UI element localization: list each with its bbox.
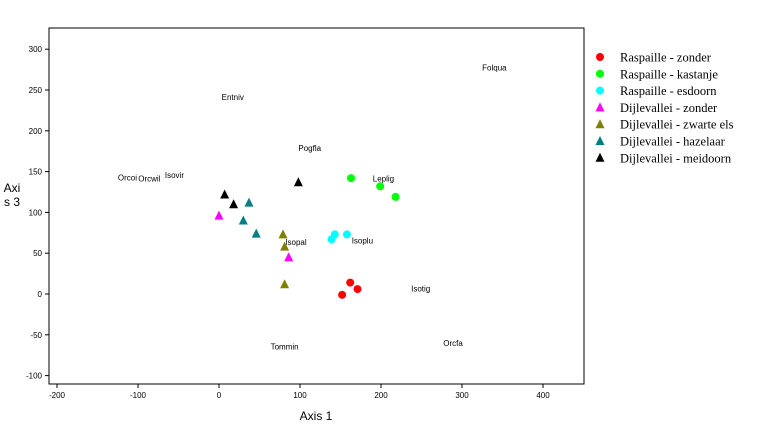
y-tick-label: 100 xyxy=(29,208,43,217)
y-tick-label: -100 xyxy=(26,372,43,381)
species-label: Orcwil xyxy=(138,174,160,183)
x-tick-label: 400 xyxy=(536,391,550,400)
data-point xyxy=(244,197,254,207)
y-tick-label: 0 xyxy=(38,290,43,299)
data-point xyxy=(278,229,288,239)
x-tick-label: -100 xyxy=(130,391,147,400)
species-labels: Folqua Entniv Pogfla Orcoi Orcwil Isovir Lepli… xyxy=(118,63,507,351)
data-point xyxy=(347,174,356,183)
legend-entry-label: Dijlevallei - meidoorn xyxy=(620,151,732,165)
plot-frame xyxy=(48,27,585,385)
legend-entry-label: Raspaille - kastanje xyxy=(620,67,718,81)
legend-marker xyxy=(596,53,604,61)
x-tick-label: 200 xyxy=(374,391,388,400)
x-tick-label: -200 xyxy=(49,391,66,400)
species-label: Isovir xyxy=(165,171,184,180)
data-point xyxy=(293,177,303,187)
x-tick-label: 300 xyxy=(455,391,469,400)
legend-marker xyxy=(596,69,604,78)
species-label: Leplig xyxy=(373,174,394,183)
data-point xyxy=(214,210,224,220)
y-tick-label: -50 xyxy=(30,331,42,340)
data-point xyxy=(220,189,230,199)
data-points xyxy=(214,174,400,299)
y-axis-ticks: -100 -50 0 50 100 150 200 250 300 xyxy=(26,45,49,381)
y-tick-label: 150 xyxy=(29,168,43,177)
y-tick-label: 300 xyxy=(29,45,43,54)
data-point xyxy=(338,290,347,299)
data-point xyxy=(391,192,400,201)
y-tick-label: 50 xyxy=(33,249,42,258)
x-axis-label: Axis 1 xyxy=(300,409,333,423)
species-label: Tommin xyxy=(271,342,299,351)
x-axis-ticks: -200 -100 0 100 200 300 400 xyxy=(49,384,550,400)
legend-box xyxy=(588,28,758,166)
species-label: Orcfa xyxy=(443,339,463,348)
data-point xyxy=(376,182,385,191)
legend-marker xyxy=(595,152,605,162)
data-point xyxy=(330,230,339,239)
data-point xyxy=(280,241,290,251)
legend-entry-label: Dijlevallei - zwarte els xyxy=(620,118,734,132)
species-label: Isotig xyxy=(411,285,430,294)
data-point xyxy=(346,278,355,287)
legend-entry-label: Dijlevallei - zonder xyxy=(620,101,718,115)
y-axis-label-line-1: Axi xyxy=(4,181,21,195)
legend-entry-label: Raspaille - esdoorn xyxy=(620,84,717,98)
data-point xyxy=(284,252,294,262)
legend: Raspaille - zonder Raspaille - kastanje Ra… xyxy=(595,51,734,165)
data-point xyxy=(251,228,261,238)
data-point xyxy=(342,230,351,239)
y-axis-label-line-2: s 3 xyxy=(4,195,20,209)
species-label: Isopal xyxy=(285,238,307,247)
data-point xyxy=(238,215,248,225)
species-label: Pogfla xyxy=(298,144,321,153)
y-tick-label: 200 xyxy=(29,127,43,136)
legend-marker xyxy=(596,86,604,95)
data-point xyxy=(353,285,362,294)
legend-entry-label: Raspaille - zonder xyxy=(620,51,712,65)
legend-marker xyxy=(595,119,605,129)
x-tick-label: 0 xyxy=(217,391,222,400)
species-label: Folqua xyxy=(482,63,507,72)
legend-marker xyxy=(595,136,605,145)
species-label: Orcoi xyxy=(118,174,137,183)
data-point xyxy=(229,199,239,209)
legend-entry-label: Dijlevallei - hazelaar xyxy=(620,135,726,149)
x-tick-label: 100 xyxy=(293,391,307,400)
data-point xyxy=(280,279,290,289)
legend-marker xyxy=(595,102,605,112)
species-label: Isoplu xyxy=(352,236,373,245)
y-tick-label: 250 xyxy=(29,86,43,95)
species-label: Entniv xyxy=(222,93,244,102)
